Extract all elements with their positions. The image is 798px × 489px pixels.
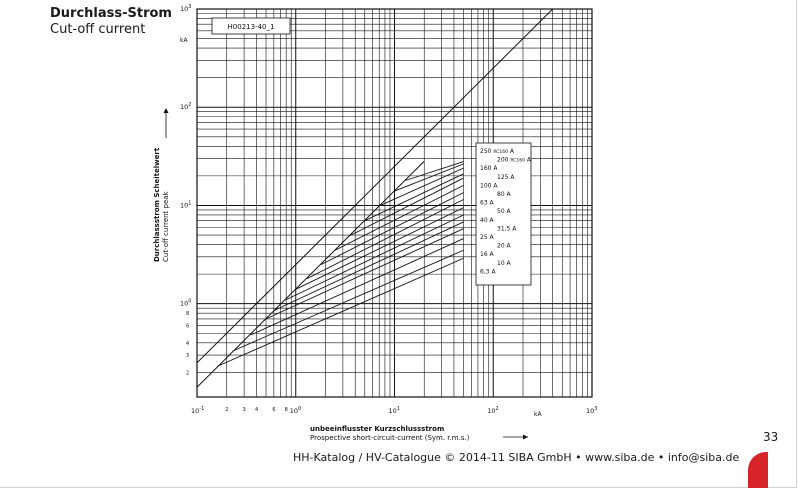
legend-label: 20 A: [497, 243, 512, 250]
x-tick-label: 100: [290, 406, 301, 415]
x-tick-label: 10-1: [191, 406, 204, 415]
y-unit-label: kA: [180, 37, 188, 44]
legend-label: 16 A: [480, 251, 495, 258]
plot-border: [196, 8, 593, 398]
series-line: [250, 238, 464, 336]
legend-label: 200 RC160 A: [497, 157, 532, 164]
series-lines: [216, 161, 464, 367]
x-axis-title-de: unbeeinflusster Kurzschlussstrom: [310, 425, 444, 433]
legend-label: 250 RC160 A: [480, 148, 515, 155]
footer-text: HH-Katalog / HV-Catalogue © 2014-11 SIBA…: [293, 451, 740, 464]
x-axis-title-en: Prospective short-circuit-current (Sym. …: [310, 434, 470, 442]
y-axis-title-en: Cut-off current peak: [162, 190, 170, 262]
legend-label: 100 A: [480, 182, 498, 189]
y-tick-label: 103: [180, 4, 191, 13]
y-tick-labels: 100 101 102 103 2 3 4 6 8: [180, 4, 191, 376]
x-unit-label: kA: [534, 411, 542, 418]
page-title: Durchlass-Strom: [50, 6, 172, 21]
legend-label: 25 A: [480, 234, 495, 241]
legend-label: 80 A: [497, 191, 512, 198]
series-line: [273, 221, 464, 312]
series-line: [320, 192, 464, 265]
reference-line-peak-asymmetric: [196, 8, 554, 364]
y-minor-tick-label: 8: [186, 311, 189, 317]
x-minor-tick-label: 3: [243, 407, 246, 413]
y-minor-tick-label: 6: [186, 323, 189, 329]
y-tick-label: 100: [180, 299, 191, 308]
doc-id-box: [211, 17, 291, 35]
doc-id-label: H00213-40_1: [228, 23, 275, 31]
x-minor-tick-label: 2: [225, 407, 228, 413]
y-axis-title-de: Durchlassstrom Scheitelwert: [153, 147, 161, 262]
series-line: [405, 161, 464, 181]
legend-label: 6,3 A: [480, 268, 496, 275]
series-line: [334, 185, 464, 251]
y-minor-tick-label: 4: [186, 341, 189, 347]
legend-label: 40 A: [480, 217, 495, 224]
legend-label: 160 A: [480, 165, 498, 172]
x-minor-tick-label: 8: [285, 407, 288, 413]
y-tick-label: 101: [180, 200, 191, 209]
page-number: 33: [763, 430, 779, 444]
series-line: [379, 167, 464, 207]
x-minor-tick-label: 4: [255, 407, 258, 413]
x-tick-label: 103: [586, 406, 597, 415]
series-line: [306, 199, 464, 280]
x-minor-tick-label: 6: [272, 407, 275, 413]
x-axis-arrow: [503, 434, 528, 440]
y-tick-label: 102: [180, 102, 191, 111]
series-line: [295, 207, 464, 290]
series-line: [232, 249, 464, 352]
legend-label: 63 A: [480, 200, 495, 207]
x-tick-label: 102: [487, 406, 498, 415]
corner-tab-decoration: [748, 452, 768, 488]
chart-grid: [196, 9, 592, 397]
series-line: [394, 163, 464, 192]
legend-label: 10 A: [497, 260, 512, 267]
legend-label: 50 A: [497, 208, 512, 215]
y-minor-tick-label: 2: [186, 370, 189, 376]
y-minor-tick-label: 3: [186, 353, 189, 359]
legend-label: 31,5 A: [497, 225, 517, 232]
legend-label: 125 A: [497, 174, 515, 181]
legend-box: [475, 142, 532, 286]
x-tick-label: 101: [389, 406, 400, 415]
series-line: [364, 173, 464, 222]
y-axis-arrow: [163, 108, 169, 138]
series-line: [265, 228, 464, 320]
series-line: [285, 214, 464, 301]
x-tick-labels: 10-1 100 101 102 103 2 3 4 6 8: [191, 406, 597, 415]
page-subtitle: Cut-off current: [50, 22, 146, 37]
series-line: [216, 257, 464, 367]
series-line: [349, 177, 464, 237]
